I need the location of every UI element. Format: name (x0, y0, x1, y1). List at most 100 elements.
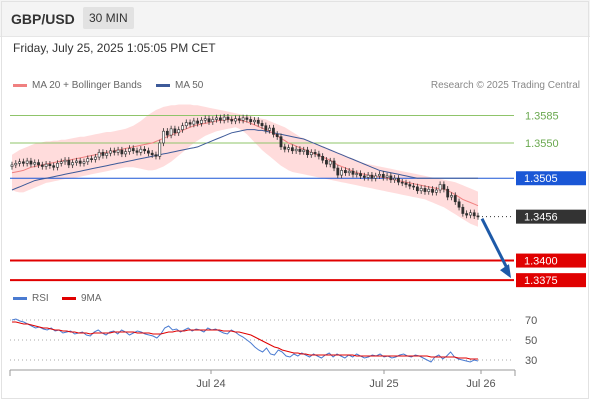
candle-body (165, 130, 169, 136)
candle-body (192, 120, 196, 125)
candle (283, 143, 287, 153)
candle (162, 128, 165, 147)
candle (423, 185, 427, 195)
candle-body (412, 185, 415, 188)
candle-body (139, 148, 143, 153)
candle-body (321, 155, 325, 161)
candle (56, 160, 59, 171)
level-label: 1.3585 (525, 111, 559, 123)
candle (101, 149, 105, 159)
candle-body (37, 162, 40, 166)
candle-body (393, 177, 397, 181)
candle-body (162, 130, 165, 144)
candle-body (33, 162, 37, 165)
candle-body (52, 165, 56, 168)
candle (25, 157, 29, 167)
candle (343, 167, 347, 176)
candle (90, 155, 93, 163)
rsi-swatch (13, 296, 27, 300)
candle (279, 133, 283, 151)
candle-body (29, 160, 33, 165)
time-tick-label: Jul 25 (369, 378, 398, 390)
candle (177, 126, 181, 136)
candle (393, 175, 397, 183)
candle (116, 146, 120, 156)
rsi-ma-line (12, 321, 478, 360)
candle (412, 182, 415, 190)
candle (10, 161, 14, 170)
ma20-line (11, 118, 479, 207)
candle-body (359, 173, 362, 177)
candle-body (237, 118, 241, 121)
candle-body (71, 162, 75, 166)
candle-body (203, 118, 207, 121)
candle-body (18, 161, 21, 164)
candle-body (169, 128, 173, 136)
candle-body (336, 167, 340, 176)
candle-body (431, 188, 434, 193)
candle (21, 158, 25, 167)
candle-body (143, 148, 147, 152)
timeframe-badge[interactable]: 30 MIN (83, 7, 134, 29)
rsi-tick-label: 50 (525, 335, 537, 347)
candle (71, 159, 75, 169)
candle-body (256, 119, 260, 124)
instrument-pair: GBP/USD (11, 11, 75, 27)
candle-body (397, 177, 400, 183)
candle-body (222, 116, 226, 121)
candle-body (245, 117, 249, 120)
candle (112, 147, 116, 156)
candle (415, 183, 419, 194)
candle-body (374, 175, 378, 179)
candle (124, 148, 128, 158)
candle (313, 149, 317, 158)
candle-body (317, 153, 321, 157)
level-label: 1.3375 (524, 275, 558, 287)
candle (128, 145, 131, 155)
candle-body (10, 164, 14, 167)
candle (211, 116, 215, 125)
candle (139, 146, 143, 156)
candle-body (465, 213, 469, 216)
candle (461, 204, 465, 217)
time-tick-label: Jul 24 (196, 378, 225, 390)
candle-body (120, 149, 124, 155)
candle (340, 167, 344, 179)
candle (290, 144, 294, 154)
candle (457, 198, 461, 211)
candle-body (381, 174, 385, 178)
candle (131, 145, 135, 154)
candle-body (476, 215, 480, 218)
candle-body (290, 147, 294, 152)
candle (317, 150, 321, 160)
time-tick-label: Jul 26 (466, 378, 495, 390)
candle (67, 157, 71, 169)
candle-body (294, 148, 298, 152)
candle (146, 147, 150, 157)
candle-body (370, 174, 374, 179)
candle (245, 114, 249, 123)
candle-body (400, 181, 404, 184)
candle (241, 114, 245, 124)
candle (359, 170, 362, 180)
candle (188, 119, 192, 128)
candle-body (461, 206, 465, 214)
candle (469, 209, 472, 219)
candle (249, 116, 253, 125)
candle (256, 117, 260, 127)
candle (328, 157, 332, 168)
candle-body (298, 148, 302, 152)
legend-ma20: MA 20 + Bollinger Bands (13, 80, 142, 91)
candle (52, 162, 56, 171)
candle-body (14, 163, 18, 166)
candle-body (355, 173, 359, 175)
candle-body (67, 159, 71, 166)
candle-body (306, 149, 309, 156)
candle (272, 124, 275, 138)
candle-body (340, 170, 344, 176)
candle (169, 125, 173, 139)
candle (355, 170, 359, 178)
candle-body (253, 119, 256, 123)
candle (48, 160, 52, 169)
